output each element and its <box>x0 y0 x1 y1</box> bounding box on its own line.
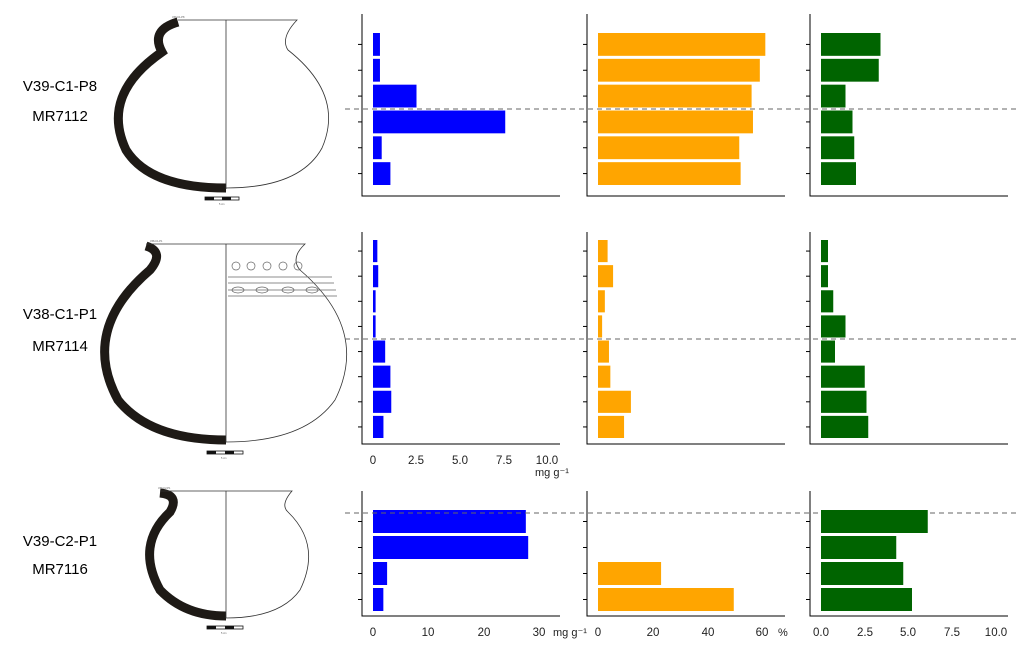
bar-green-1-3 <box>821 84 846 108</box>
bar-green-1-6 <box>821 162 856 185</box>
svg-text:20: 20 <box>647 627 660 639</box>
unit-mg-g-2: mg g⁻¹ <box>553 627 587 639</box>
bar-orange-2-8 <box>598 415 625 438</box>
bar-green-1-2 <box>821 58 879 82</box>
bar-blue-2-8 <box>373 415 384 438</box>
bar-orange-2-7 <box>598 390 631 413</box>
svg-text:7.5: 7.5 <box>944 627 960 639</box>
bar-green-1-4 <box>821 110 853 134</box>
bar-green-2-2 <box>821 265 828 288</box>
bar-green-2-3 <box>821 290 834 313</box>
bar-blue-1-4 <box>373 110 506 134</box>
scale-bar-label-2: 5 cm <box>221 457 226 460</box>
bar-orange-2-1 <box>598 240 608 263</box>
bar-green-2-1 <box>821 240 828 263</box>
bar-green-2-5 <box>821 340 835 363</box>
bar-blue-2-1 <box>373 240 378 263</box>
bar-green-3-3 <box>821 562 904 585</box>
vessel-drawing-3: V39-C2-P1 5 cm <box>145 487 310 635</box>
bar-orange-2-5 <box>598 340 609 363</box>
vessel-name-1: V39-C1-P8 <box>23 78 97 95</box>
axes <box>361 14 1008 617</box>
bar-green-2-8 <box>821 415 869 438</box>
svg-text:10.0: 10.0 <box>985 627 1007 639</box>
scale-bar-label-3: 5 cm <box>221 632 226 635</box>
chart-marks <box>345 33 1016 611</box>
svg-text:0.0: 0.0 <box>813 627 829 639</box>
svg-text:5.0: 5.0 <box>900 627 916 639</box>
svg-text:0: 0 <box>370 627 376 639</box>
unit-percent: % <box>778 627 788 639</box>
svg-text:0: 0 <box>595 627 601 639</box>
bar-blue-1-1 <box>373 33 380 56</box>
svg-text:10.0: 10.0 <box>536 455 558 467</box>
x-axis-ticks-blue-3: 0 10 20 30 mg g⁻¹ <box>370 627 587 639</box>
x-axis-ticks-blue-2: 0 2.5 5.0 7.5 10.0 mg g⁻¹ <box>370 455 569 479</box>
bar-orange-1-6 <box>598 162 741 185</box>
bar-blue-1-2 <box>373 58 380 82</box>
svg-text:30: 30 <box>533 627 546 639</box>
bar-blue-3-1 <box>373 510 526 533</box>
vessel-drawing-2: V38-C1-P1 5 cm <box>100 240 347 460</box>
bar-blue-2-6 <box>373 365 391 388</box>
svg-text:0: 0 <box>370 455 376 467</box>
bar-orange-2-3 <box>598 290 605 313</box>
bar-orange-1-1 <box>598 33 766 56</box>
bar-orange-2-4 <box>598 315 603 338</box>
bar-orange-1-3 <box>598 84 752 108</box>
vessel-drawing-label-2: V38-C1-P1 <box>150 240 163 243</box>
svg-text:20: 20 <box>478 627 491 639</box>
svg-text:5.0: 5.0 <box>452 455 468 467</box>
bar-blue-3-4 <box>373 588 384 611</box>
bar-green-3-2 <box>821 536 897 559</box>
bar-green-3-1 <box>821 510 928 533</box>
bar-orange-1-4 <box>598 110 753 134</box>
bar-orange-1-2 <box>598 58 760 82</box>
vessel-name-2: V38-C1-P1 <box>23 306 97 323</box>
unit-mg-g-1: mg g⁻¹ <box>535 467 569 479</box>
bar-blue-2-4 <box>373 315 376 338</box>
scale-bar-label-1: 5 cm <box>219 203 224 206</box>
svg-text:60: 60 <box>756 627 769 639</box>
svg-text:2.5: 2.5 <box>857 627 873 639</box>
svg-text:40: 40 <box>702 627 715 639</box>
vessel-drawing-label-1: V39-C1-P8 <box>172 16 185 19</box>
vessel-drawing-label-3: V39-C2-P1 <box>158 487 171 490</box>
bar-green-3-4 <box>821 588 912 611</box>
bar-blue-3-3 <box>373 562 388 585</box>
sample-id-2: MR7114 <box>32 338 88 355</box>
bar-green-1-1 <box>821 33 881 56</box>
svg-text:2.5: 2.5 <box>408 455 424 467</box>
bar-blue-3-2 <box>373 536 529 559</box>
bar-orange-1-5 <box>598 136 740 160</box>
sample-id-3: MR7116 <box>32 561 88 578</box>
sample-id-1: MR7112 <box>32 108 88 125</box>
svg-text:7.5: 7.5 <box>496 455 512 467</box>
bar-blue-2-7 <box>373 390 392 413</box>
bar-orange-3-4 <box>598 588 734 611</box>
vessel-drawing-1: V39-C1-P8 5 cm <box>113 16 329 206</box>
bar-blue-1-6 <box>373 162 391 185</box>
bar-blue-2-2 <box>373 265 379 288</box>
x-axis-ticks-orange-3: 0 20 40 60 % <box>595 627 788 639</box>
bar-orange-2-2 <box>598 265 614 288</box>
bar-orange-2-6 <box>598 365 611 388</box>
vessel-name-3: V39-C2-P1 <box>23 533 97 550</box>
svg-text:10: 10 <box>422 627 435 639</box>
bar-orange-3-3 <box>598 562 662 585</box>
x-axis-ticks-green-3: 0.0 2.5 5.0 7.5 10.0 <box>813 627 1007 639</box>
bar-blue-2-5 <box>373 340 386 363</box>
bar-green-2-7 <box>821 390 867 413</box>
bar-blue-1-3 <box>373 84 417 108</box>
bar-green-2-4 <box>821 315 846 338</box>
bar-blue-1-5 <box>373 136 382 160</box>
bar-green-2-6 <box>821 365 865 388</box>
bar-green-1-5 <box>821 136 855 160</box>
bar-blue-2-3 <box>373 290 376 313</box>
